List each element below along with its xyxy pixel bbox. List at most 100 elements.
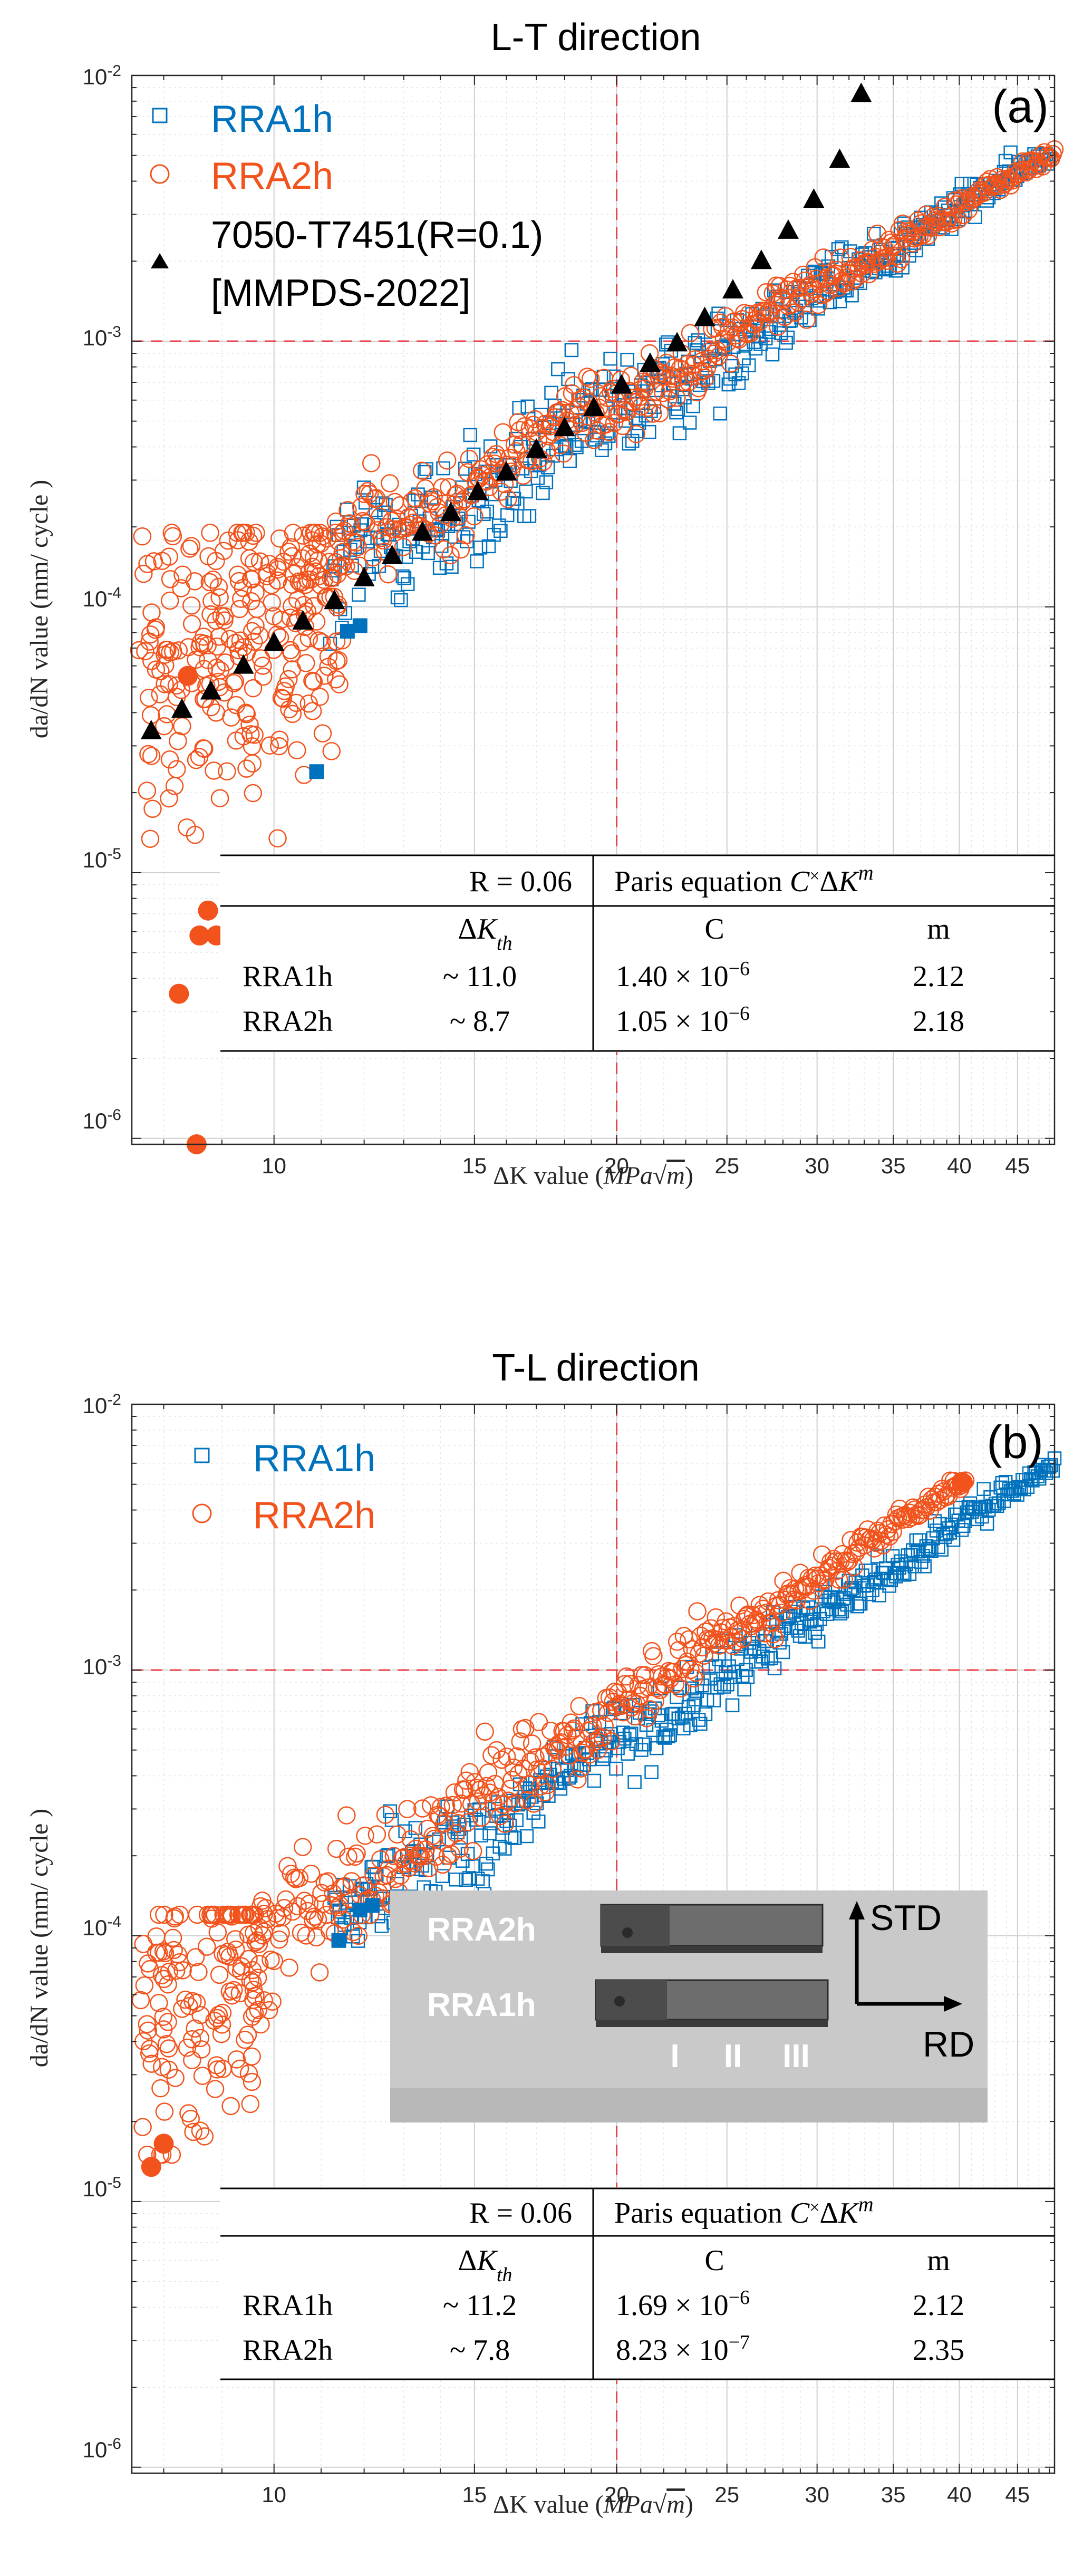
data-point-triangle — [200, 680, 221, 700]
data-point-square — [551, 362, 565, 377]
data-point-circle — [625, 388, 644, 407]
data-point-triangle — [233, 654, 254, 674]
data-point-square — [946, 1532, 961, 1547]
data-point-circle — [195, 2127, 214, 2146]
data-point-square — [780, 330, 795, 345]
data-point-circle — [653, 1667, 671, 1686]
data-point-circle — [205, 761, 223, 780]
data-point-circle — [305, 1907, 324, 1926]
panel-b-x-tick-labels: 10 15 20 25 30 35 40 45 — [262, 2482, 1030, 2507]
data-point-circle — [330, 533, 348, 551]
legend-label-rra2h: RRA2h — [211, 155, 333, 197]
y-tick-label: 10-4 — [83, 584, 121, 612]
data-point-circle — [290, 1869, 309, 1887]
data-point-circle — [649, 1665, 668, 1684]
table-row-m: 2.12 — [913, 960, 964, 993]
data-point-circle — [285, 1868, 304, 1887]
data-point-circle — [504, 1758, 523, 1777]
data-point-circle — [649, 366, 668, 384]
data-point-circle — [1021, 151, 1040, 170]
data-point-circle — [279, 670, 298, 689]
data-point-square — [698, 1707, 713, 1722]
data-point-circle — [859, 265, 878, 284]
data-point-square — [520, 399, 535, 414]
data-point-square — [765, 347, 780, 362]
y-tick-label: 10-6 — [83, 2435, 121, 2463]
data-point-circle — [858, 1520, 877, 1539]
data-point-circle — [243, 754, 262, 773]
data-point-square — [808, 1626, 823, 1640]
data-point-circle — [247, 524, 265, 542]
data-point-circle — [130, 641, 148, 660]
data-point-circle — [612, 1696, 631, 1715]
data-point-circle — [258, 564, 277, 583]
table-sub-c: C — [704, 2244, 724, 2277]
y-tick-label: 10-2 — [83, 62, 121, 90]
data-point-circle — [757, 1603, 776, 1622]
data-point-square — [831, 242, 846, 256]
data-point-circle — [242, 592, 260, 611]
data-point-circle — [885, 1512, 904, 1531]
data-point-square — [973, 1502, 988, 1517]
data-point-circle — [802, 1569, 821, 1588]
data-point-circle — [801, 1591, 820, 1610]
data-point-circle — [949, 210, 968, 229]
ruler — [390, 2088, 988, 2122]
data-point-circle — [554, 444, 573, 463]
data-point-circle — [303, 671, 322, 690]
data-point-circle — [506, 1794, 525, 1812]
data-point-circle — [368, 1825, 386, 1844]
data-point-circle — [239, 2064, 258, 2083]
data-point-circle — [208, 2009, 227, 2028]
data-point-circle — [297, 1926, 315, 1945]
specimen-rra1h-head — [596, 1980, 667, 2020]
data-point-circle — [158, 640, 177, 659]
data-point-circle — [447, 1824, 466, 1842]
data-point-circle — [511, 1732, 529, 1751]
panel-a-ticks — [132, 75, 1055, 1144]
table-row-kth: ~ 11.0 — [443, 960, 517, 993]
table-row-m: 2.35 — [913, 2334, 964, 2367]
data-point-square — [794, 311, 808, 325]
data-point-circle-filled — [141, 2157, 161, 2177]
data-point-square — [459, 1873, 473, 1887]
data-point-circle — [337, 1806, 356, 1825]
data-point-triangle — [777, 219, 799, 239]
data-point-circle — [331, 1896, 349, 1914]
region-label-3: III — [782, 2038, 810, 2075]
data-point-circle-filled — [169, 983, 189, 1004]
data-point-circle — [250, 626, 269, 645]
data-point-circle — [172, 579, 190, 597]
panel-a-y-axis-label: da/dN value (mm/ cycle ) — [25, 480, 53, 738]
data-point-square — [956, 1519, 971, 1533]
data-point-triangle — [263, 631, 285, 651]
panel-a-table-background — [220, 854, 1053, 1052]
data-point-circle — [268, 829, 287, 848]
data-point-square — [682, 416, 697, 430]
data-point-circle — [304, 548, 323, 567]
data-point-circle — [851, 251, 870, 270]
table-row-c: 1.69 × 10−6 — [616, 2286, 750, 2322]
data-point-circle — [467, 1779, 486, 1797]
data-point-circle — [200, 573, 219, 592]
data-point-circle — [244, 679, 263, 698]
table-row-m: 2.12 — [913, 2289, 964, 2322]
data-point-square — [840, 1597, 854, 1612]
data-point-triangle — [694, 306, 715, 326]
data-point-triangle — [324, 590, 345, 610]
data-point-circle — [203, 1905, 221, 1924]
data-point-circle — [459, 1813, 477, 1831]
data-point-circle — [815, 1571, 833, 1590]
data-point-square — [401, 577, 415, 592]
data-point-square — [693, 1716, 708, 1731]
data-point-square — [642, 424, 656, 439]
data-point-circle — [322, 1896, 341, 1915]
data-point-square — [548, 1749, 563, 1763]
data-point-circle — [240, 549, 259, 568]
data-point-square — [1003, 145, 1018, 160]
data-point-circle — [160, 591, 179, 610]
data-point-circle — [644, 1647, 663, 1665]
data-point-square — [954, 1523, 969, 1537]
data-point-circle — [878, 252, 897, 270]
panel-b-data-points — [131, 1451, 1062, 2177]
